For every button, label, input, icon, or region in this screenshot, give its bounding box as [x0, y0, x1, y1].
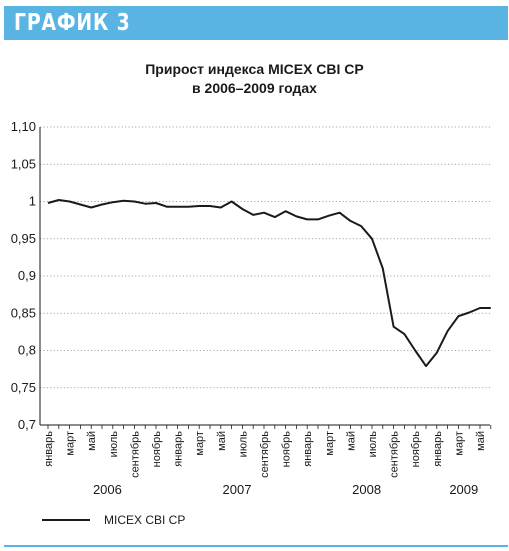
x-month-label: май: [345, 431, 357, 451]
bottom-rule: [4, 545, 508, 547]
x-month-label: май: [86, 431, 98, 451]
x-month-label: январь: [302, 431, 314, 467]
x-month-label: март: [194, 431, 206, 456]
x-month-label: сентябрь: [259, 431, 271, 478]
chart-title-line-2: в 2006–2009 годах: [192, 80, 317, 96]
legend-label: MICEX CBI CP: [104, 513, 185, 527]
y-tick-label: 0,95: [11, 231, 36, 246]
x-month-label: январь: [173, 431, 185, 467]
figure-number: ГРАФИК 3: [14, 10, 131, 36]
chart-title-line-1: Прирост индекса MICEX CBI CP: [145, 61, 364, 77]
x-month-label: январь: [432, 431, 444, 467]
x-year-label: 2007: [223, 482, 252, 497]
x-year-label: 2008: [352, 482, 381, 497]
y-tick-label: 0,9: [18, 268, 36, 283]
series-line-micex-cbi-cp: [47, 199, 491, 368]
y-tick-label: 0,7: [18, 417, 36, 432]
x-year-label: 2006: [93, 482, 122, 497]
x-month-label: март: [453, 431, 465, 456]
x-month-label: сентябрь: [389, 431, 401, 478]
y-tick-label: 1,10: [11, 119, 36, 134]
x-month-label: ноябрь: [410, 431, 422, 468]
x-month-label: сентябрь: [129, 431, 141, 478]
y-tick-label: 1: [29, 194, 36, 209]
x-month-label: май: [475, 431, 487, 451]
x-month-label: июль: [367, 431, 379, 458]
x-month-label: июль: [237, 431, 249, 458]
x-month-label: ноябрь: [151, 431, 163, 468]
chart-title: Прирост индекса MICEX CBI CP в 2006–2009…: [0, 60, 509, 98]
x-month-label: январь: [43, 431, 55, 467]
x-year-label: 2009: [449, 482, 478, 497]
x-month-label: ноябрь: [281, 431, 293, 468]
y-tick-label: 0,75: [11, 380, 36, 395]
x-month-label: март: [65, 431, 77, 456]
y-tick-label: 0,8: [18, 343, 36, 358]
figure-header-bar: ГРАФИК 3: [4, 6, 508, 40]
y-tick-label: 1,05: [11, 156, 36, 171]
y-tick-label: 0,85: [11, 305, 36, 320]
x-month-label: июль: [108, 431, 120, 458]
x-month-label: май: [216, 431, 228, 451]
x-month-label: март: [324, 431, 336, 456]
